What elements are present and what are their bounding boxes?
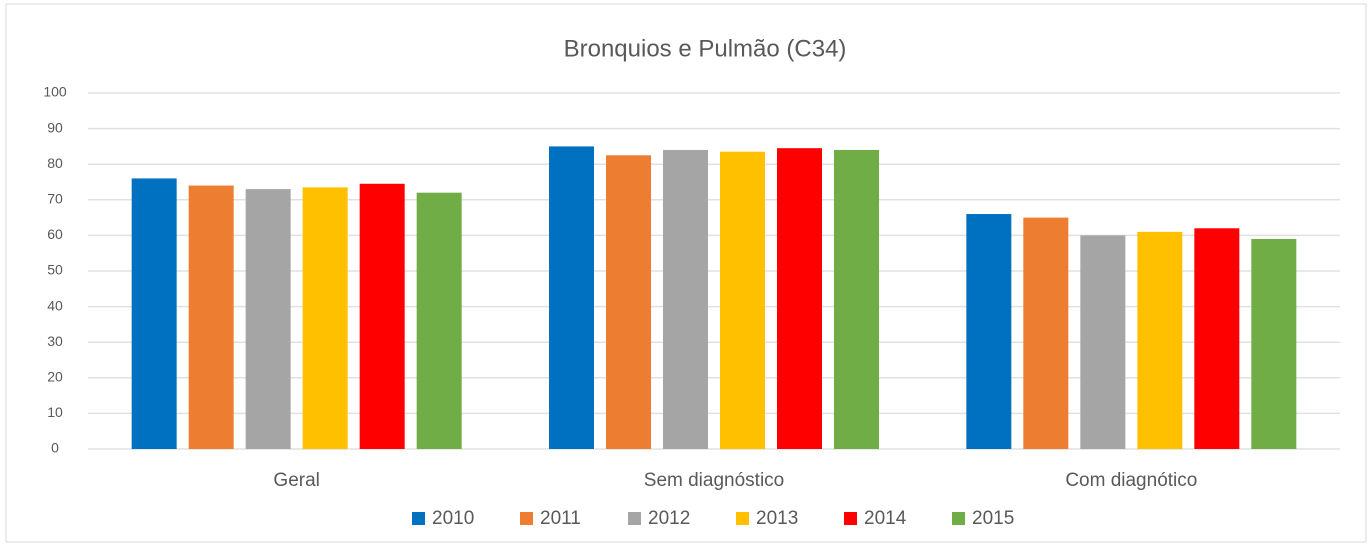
bar (720, 151, 765, 450)
legend-label: 2015 (972, 508, 1014, 529)
y-tick-label: 90 (47, 119, 63, 135)
y-tick-label: 70 (47, 191, 63, 207)
legend-swatch (844, 512, 857, 525)
bar (245, 189, 291, 449)
chart-title: Bronquios e Pulmão (C34) (564, 35, 847, 62)
y-tick-label: 80 (47, 155, 63, 171)
bar (777, 148, 822, 449)
bar (188, 185, 234, 449)
bar (416, 192, 462, 449)
x-tick-label: Geral (273, 470, 319, 491)
y-tick-label: 60 (47, 226, 63, 242)
bar (663, 149, 708, 449)
bar (834, 149, 879, 449)
y-tick-label: 30 (47, 333, 63, 349)
y-tick-label: 50 (47, 262, 63, 278)
y-tick-label: 20 (47, 369, 63, 385)
bar (966, 214, 1012, 449)
legend-label: 2014 (864, 508, 907, 529)
legend-label: 2012 (648, 508, 690, 529)
bar (1023, 217, 1069, 449)
y-tick-label: 10 (47, 404, 63, 420)
bar (359, 183, 405, 449)
x-tick-label: Com diagnótico (1065, 470, 1197, 491)
legend-label: 2010 (432, 508, 474, 529)
y-tick-label: 0 (51, 440, 59, 456)
legend-swatch (952, 512, 965, 525)
legend-swatch (520, 512, 533, 525)
y-tick-label: 100 (43, 84, 67, 100)
bar (606, 155, 651, 450)
bar (549, 146, 594, 449)
legend-label: 2011 (540, 508, 581, 529)
legend-swatch (736, 512, 749, 525)
bar (1137, 231, 1183, 449)
x-tick-label: Sem diagnóstico (644, 470, 784, 491)
legend-label: 2013 (756, 508, 798, 529)
bar (1080, 235, 1126, 449)
legend-swatch (628, 512, 641, 525)
bar (1251, 238, 1297, 449)
y-tick-label: 40 (47, 297, 63, 313)
bar (1194, 228, 1240, 449)
legend-swatch (412, 512, 425, 525)
bar (302, 187, 348, 449)
bar (131, 178, 177, 449)
